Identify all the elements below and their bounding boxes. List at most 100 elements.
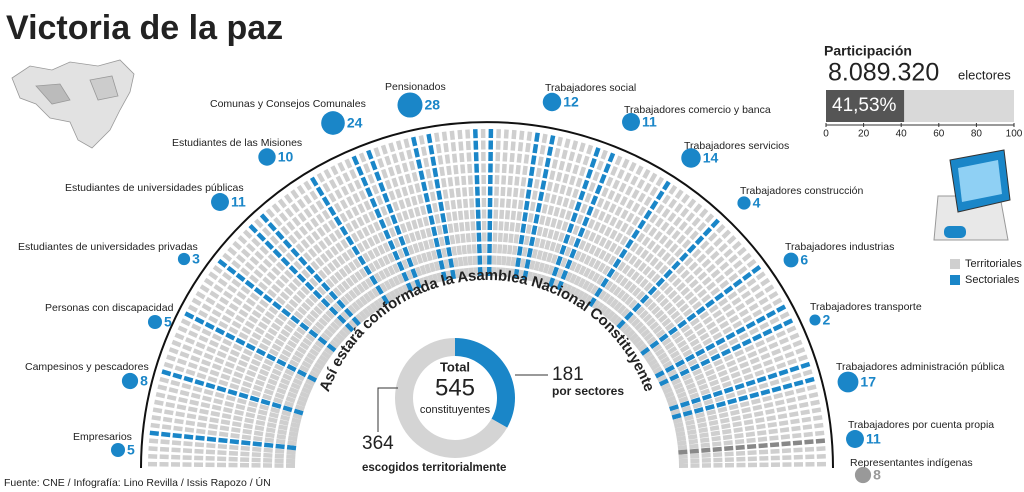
seat: [460, 233, 466, 243]
seat: [758, 443, 768, 449]
seat: [157, 384, 168, 391]
seat: [234, 409, 244, 416]
seat: [757, 346, 768, 354]
seat: [394, 164, 402, 175]
seat: [582, 216, 590, 227]
seat: [467, 256, 473, 266]
seat: [459, 222, 465, 232]
seat: [219, 344, 230, 353]
seat: [723, 248, 734, 258]
seat: [536, 226, 543, 237]
seat: [499, 209, 505, 220]
seat: [766, 415, 777, 422]
seat: [231, 259, 242, 270]
seat: [732, 421, 743, 428]
seat: [301, 302, 311, 312]
seat: [697, 422, 708, 429]
seat: [719, 261, 730, 271]
seat: [196, 428, 206, 435]
seat: [267, 327, 278, 337]
seat: [522, 165, 528, 176]
seat: [318, 317, 328, 327]
seat: [614, 219, 624, 230]
seat: [701, 293, 712, 304]
seat: [421, 181, 428, 192]
seat: [361, 239, 371, 250]
seat: [676, 391, 687, 399]
seat: [721, 229, 732, 239]
seat: [594, 287, 603, 298]
seat: [214, 327, 226, 336]
seat: [669, 404, 679, 412]
seat: [466, 152, 472, 162]
seat: [264, 311, 275, 320]
seat: [275, 448, 285, 454]
seat: [276, 358, 287, 367]
seat: [387, 240, 396, 251]
seat: [240, 267, 250, 277]
seat: [604, 280, 614, 291]
seat: [559, 244, 567, 255]
seat: [636, 178, 646, 190]
seat: [231, 421, 242, 428]
seat: [701, 452, 711, 458]
seat: [598, 290, 607, 301]
seat: [302, 337, 313, 347]
donut-total-label: Total: [440, 359, 470, 374]
seat: [593, 147, 601, 158]
seat: [279, 291, 290, 301]
seat: [641, 236, 651, 247]
seat: [714, 292, 725, 302]
seat: [377, 297, 386, 308]
seat: [619, 195, 628, 207]
seat: [571, 188, 580, 199]
seat: [281, 410, 292, 417]
seat: [631, 215, 641, 226]
seat: [321, 196, 331, 207]
seat: [264, 240, 275, 250]
seat: [306, 313, 316, 324]
seat: [282, 405, 293, 413]
seat: [273, 217, 283, 227]
seat: [586, 282, 595, 293]
seat: [540, 180, 547, 190]
seat: [375, 284, 384, 295]
seat: [651, 273, 661, 284]
seat: [379, 282, 388, 293]
seat: [595, 302, 605, 313]
seat: [715, 364, 726, 372]
seat: [268, 305, 279, 315]
seat: [349, 169, 358, 180]
seat: [589, 157, 597, 168]
sector-name: Trabajadores transporte: [810, 301, 922, 313]
seat: [661, 337, 672, 347]
seat: [762, 395, 772, 402]
seat: [392, 201, 400, 212]
seat: [268, 348, 279, 357]
seat: [276, 433, 287, 440]
seat: [662, 360, 673, 369]
seat: [722, 326, 733, 335]
seat: [277, 312, 288, 322]
seat: [205, 296, 216, 306]
seat: [329, 339, 340, 349]
seat: [501, 256, 507, 266]
seat: [275, 279, 286, 289]
seat: [701, 393, 712, 401]
seat: [500, 186, 506, 197]
seat: [429, 191, 437, 202]
seat: [289, 335, 300, 345]
seat: [374, 208, 382, 219]
seat: [614, 206, 623, 217]
seat: [192, 385, 203, 393]
seat: [245, 412, 256, 419]
seat: [323, 168, 332, 179]
seat: [639, 294, 650, 304]
seat: [201, 359, 212, 367]
seat: [391, 177, 399, 188]
sector-value: 2: [823, 312, 831, 328]
seat: [601, 187, 609, 198]
seat: [228, 326, 239, 335]
seat: [724, 267, 734, 277]
seat: [299, 322, 310, 332]
